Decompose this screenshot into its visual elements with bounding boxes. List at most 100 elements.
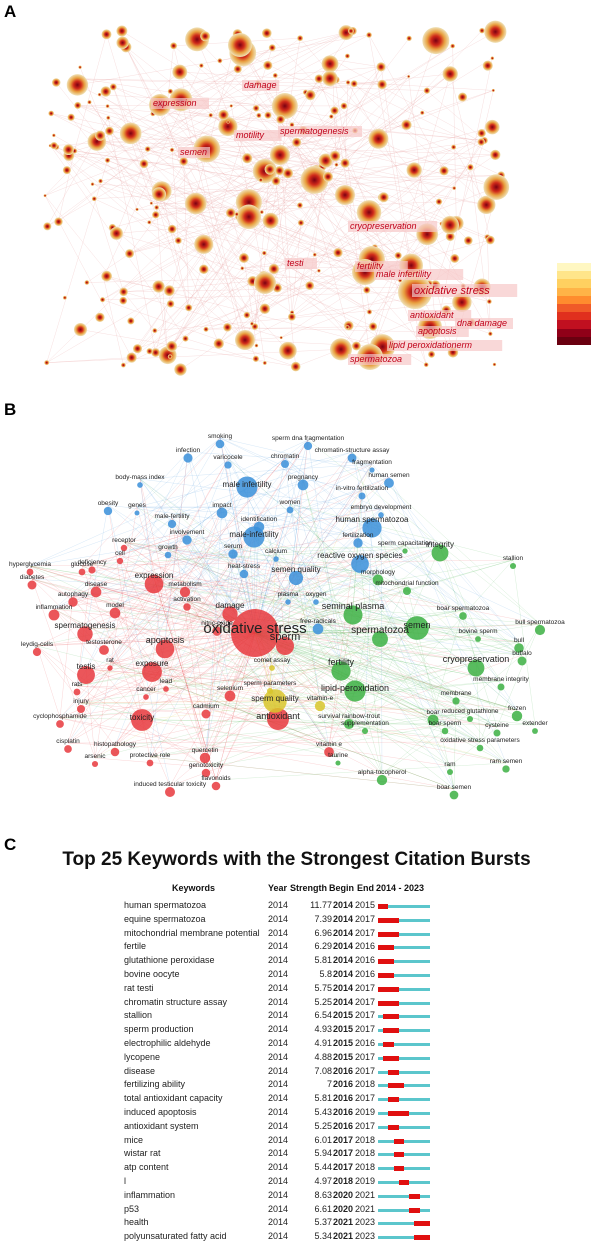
burst-bar [409,1208,419,1213]
red-cluster-node [64,745,72,753]
keyword-node [407,162,422,177]
begin-cell: 2015 [333,1010,353,1020]
year-cell: 2014 [268,1135,288,1145]
cluster-label: rat [106,657,114,664]
keyword-node [464,236,473,245]
edge-line [47,358,132,363]
keyword-node [121,363,126,368]
burst-bar [378,932,399,937]
cluster-edge [37,646,115,746]
keyword-node [452,186,456,190]
burst-bar [414,1221,430,1226]
keyword-node [168,225,177,234]
green-cluster-node [467,716,473,722]
keyword-node [194,235,213,254]
end-cell: 2016 [355,955,375,965]
begin-cell: 2017 [333,1162,353,1172]
edge-line [50,146,185,339]
legend-color-swatch [557,312,591,320]
keyword-node [185,304,192,311]
begin-cell: 2014 [333,914,353,924]
keyword-node [322,55,339,72]
keyword-node [253,356,259,362]
keyword-node [253,105,259,111]
green-cluster-node [447,769,453,775]
keyword-node [345,325,349,329]
legend-color-swatch [557,337,591,345]
edge-line [54,146,453,353]
cluster-label: seminal plasma [322,601,385,611]
keyword-node [283,168,293,178]
year-cell: 2014 [268,955,288,965]
burst-bar [378,904,388,909]
cluster-label: oxygen [306,591,327,598]
cluster-label: genes [128,502,146,509]
cluster-edge [60,596,73,718]
keyword-node [492,89,495,92]
end-cell: 2017 [355,997,375,1007]
keyword-node [127,352,137,362]
burst-bar [388,1125,398,1130]
keyword-cell: lycopene [124,1052,160,1062]
edge-line [227,327,436,332]
cluster-label: involvement [170,529,205,536]
keyword-cell: antioxidant system [124,1121,199,1131]
cluster-label: reduced glutathione [441,708,498,715]
keyword-node [333,248,342,257]
keyword-cell: equine spermatozoa [124,914,206,924]
header-strength: Strength [290,883,327,893]
keyword-node [185,193,207,215]
blue-cluster-node [104,507,112,515]
keyword-node [451,145,456,150]
begin-cell: 2014 [333,969,353,979]
keyword-node [335,185,355,205]
cluster-edge [81,701,275,703]
keyword-node [199,265,209,275]
burst-timeline [378,1209,430,1212]
legend-color-swatch [557,320,591,328]
keyword-node [146,348,152,354]
cluster-label: activation [173,596,201,603]
burst-bar [388,1070,398,1075]
cluster-label: alpha-tocopherol [358,769,407,776]
cluster-label: ram semen [490,758,523,765]
citation-burst-table: Top 25 Keywords with the Strongest Citat… [0,835,593,1237]
cluster-label: extender [522,720,548,727]
keyword-node [436,199,442,205]
cluster-label: autophagy [58,591,89,598]
keyword-node [63,144,74,155]
red-cluster-node [74,689,81,696]
legend-color-swatch [557,296,591,304]
keyword-cell: inflammation [124,1190,175,1200]
blue-cluster-node [287,507,294,514]
keyword-node [101,86,111,96]
edge-line [369,35,444,171]
keyword-node [179,157,188,166]
burst-bar [394,1139,404,1144]
color-legend [557,263,591,345]
keyword-node [43,222,51,230]
keyword-node [67,114,74,121]
keyword-node [48,111,54,117]
red-cluster-node [111,748,120,757]
keyword-node [154,205,159,210]
red-cluster-node [92,761,98,767]
year-cell: 2014 [268,1024,288,1034]
keyword-node [428,351,435,358]
burst-timeline [378,1153,430,1156]
cluster-label: sperm [270,631,301,643]
green-cluster-node [493,729,500,736]
burst-timeline [378,1126,430,1129]
end-cell: 2016 [355,1038,375,1048]
blue-cluster-node [285,599,290,604]
keyword-node [92,196,97,201]
keyword-node [458,93,467,102]
keyword-node [297,202,303,208]
strength-cell: 7.39 [300,914,332,924]
yellow-cluster-node [269,665,275,671]
red-cluster-node [212,782,221,791]
